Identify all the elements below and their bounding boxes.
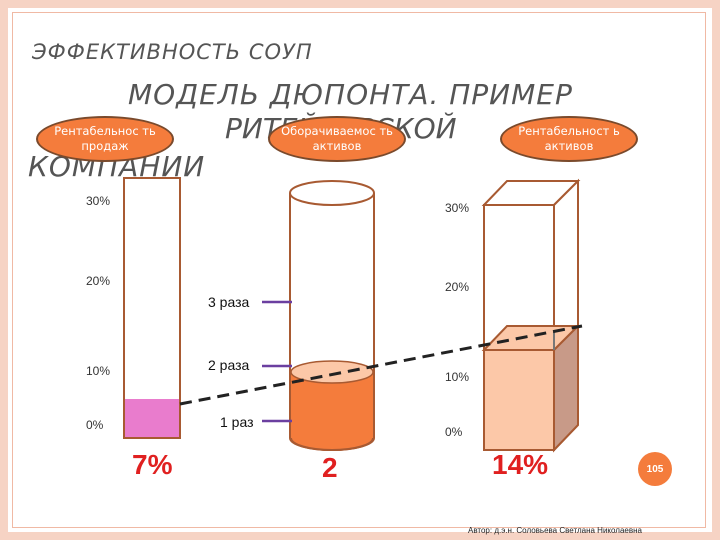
value-return-on-assets: 14% — [492, 449, 549, 480]
right-scale-30: 30% — [445, 201, 470, 215]
label-profitability-of-sales: Рентабельнос ть продаж — [36, 116, 174, 162]
slide-inner-border — [12, 12, 706, 528]
dupont-connector-line — [179, 324, 583, 406]
author-footer: Автор: д.э.н. Соловьева Светлана Николае… — [468, 526, 642, 535]
left-scale-10: 10% — [86, 364, 111, 378]
label-return-on-assets: Рентабельност ь активов — [500, 116, 638, 162]
turnover-3-times-label: 3 раза — [208, 294, 250, 310]
page-number-badge: 105 — [638, 452, 672, 486]
return-on-assets-fill — [483, 349, 555, 451]
return-on-assets-box — [481, 178, 581, 453]
turnover-2-times-label: 2 раза — [208, 357, 250, 373]
left-scale-20: 20% — [86, 274, 111, 288]
turnover-cylinder — [289, 180, 375, 451]
value-asset-turnover: 2 — [322, 452, 338, 483]
right-scale-10: 10% — [445, 370, 470, 384]
title-line-1: ЭФФЕКТИВНОСТЬ СОУП — [32, 40, 313, 64]
left-scale-30: 30% — [86, 194, 111, 208]
label-asset-turnover: Оборачиваемос ть активов — [268, 116, 406, 162]
right-scale-20: 20% — [445, 280, 470, 294]
sales-profitability-fill — [125, 399, 179, 437]
sales-profitability-bar — [123, 177, 181, 439]
turnover-cylinder-fill — [291, 372, 373, 450]
turnover-1-time-label: 1 раз — [220, 414, 254, 430]
turnover-cylinder-top — [289, 180, 375, 206]
value-profitability-of-sales: 7% — [132, 449, 173, 480]
title-line-2: МОДЕЛЬ ДЮПОНТА. ПРИМЕР — [128, 78, 573, 111]
left-scale-0: 0% — [86, 418, 104, 432]
right-scale-0: 0% — [445, 425, 463, 439]
